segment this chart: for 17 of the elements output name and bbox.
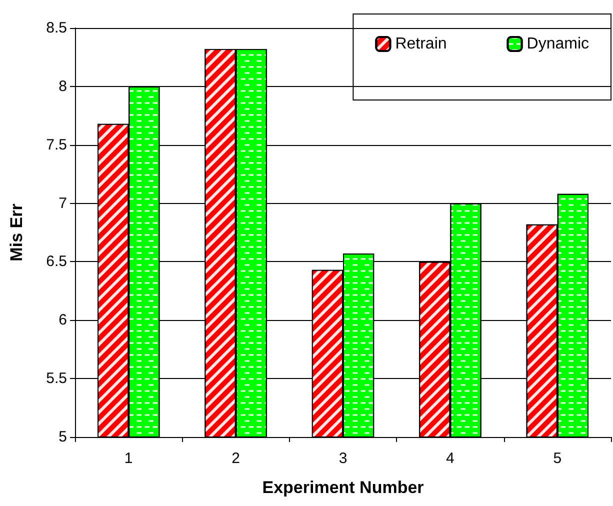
x-tick-label: 4 bbox=[446, 450, 454, 467]
y-tick-label: 7 bbox=[58, 194, 67, 212]
y-axis-title: Mis Err bbox=[7, 203, 26, 262]
x-tick-label: 1 bbox=[124, 450, 133, 467]
y-tick-label: 6 bbox=[58, 312, 67, 329]
legend-label: Retrain bbox=[395, 36, 447, 52]
y-tick-label: 8 bbox=[58, 78, 67, 95]
y-tick-label: 5.5 bbox=[46, 370, 67, 388]
y-tick-label: 6.5 bbox=[46, 253, 67, 270]
x-tick-label: 5 bbox=[553, 450, 562, 467]
y-tick-label: 7.5 bbox=[46, 136, 67, 154]
x-tick-label: 2 bbox=[232, 450, 240, 467]
x-axis-title: Experiment Number bbox=[262, 478, 424, 497]
y-tick-label: 5 bbox=[58, 428, 67, 446]
x-tick-label: 3 bbox=[338, 450, 348, 467]
legend-label: Dynamic bbox=[526, 36, 589, 52]
y-tick-label: 8.5 bbox=[46, 20, 67, 36]
